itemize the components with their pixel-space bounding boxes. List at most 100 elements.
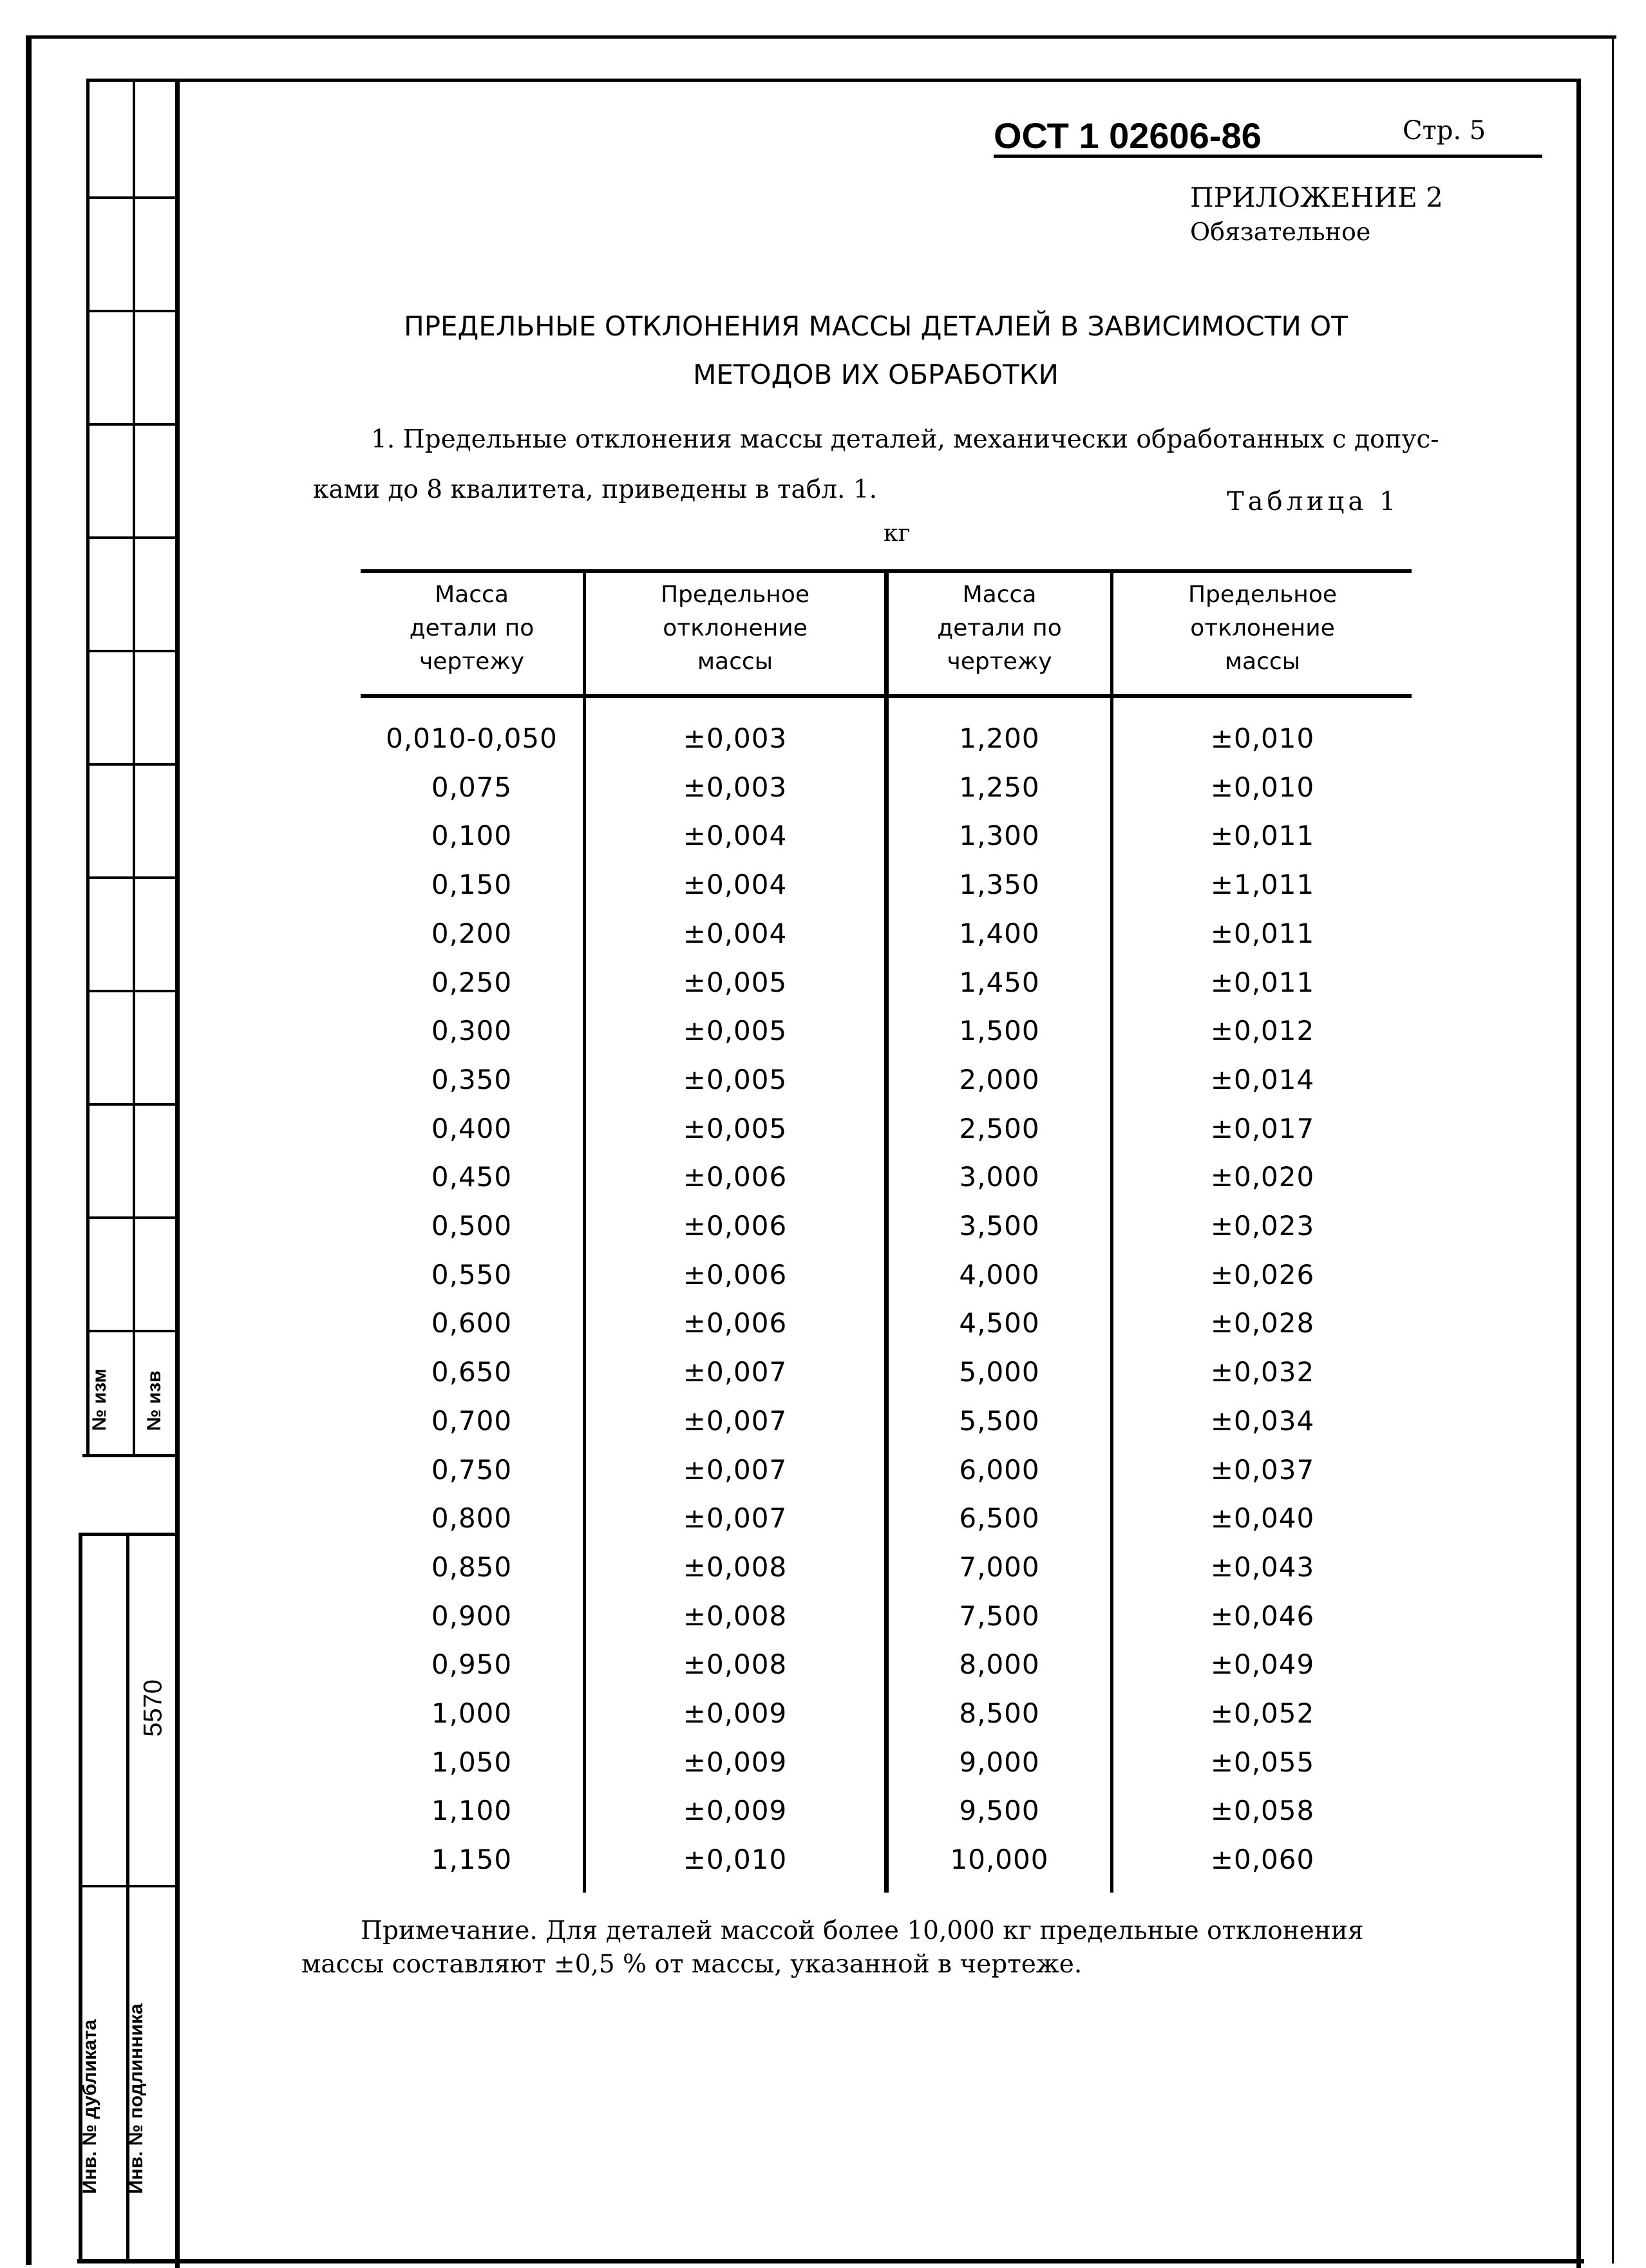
table-cell-right-dev: ±0,037 <box>1210 1453 1315 1486</box>
inner-frame-right <box>1576 79 1581 2268</box>
note-line2: массы составляют ±0,5 % от массы, указан… <box>301 1950 1083 1979</box>
strip-line <box>86 650 179 652</box>
table-col-divider <box>1110 569 1113 1893</box>
table-cell-left-mass: 0,400 <box>431 1112 513 1144</box>
table-cell-right-mass: 5,500 <box>959 1404 1040 1437</box>
table-cell-left-mass: 0,800 <box>431 1502 513 1535</box>
table-cell-left-dev: ±0,005 <box>683 1015 788 1047</box>
table-cell-left-mass: 0,150 <box>431 869 513 901</box>
table-cell-left-dev: ±0,004 <box>683 869 788 901</box>
header-text: Масса детали по чертежу <box>409 581 534 675</box>
table-cell-left-dev: ±0,008 <box>683 1551 788 1583</box>
table-cell-right-dev: ±0,010 <box>1210 771 1315 803</box>
inner-frame-top <box>86 79 1580 82</box>
table-cell-right-mass: 9,000 <box>959 1746 1040 1778</box>
table-cell-right-mass: 4,500 <box>959 1307 1040 1339</box>
table-cell-left-dev: ±0,005 <box>683 1063 788 1095</box>
table-cell-right-mass: 1,250 <box>959 771 1040 803</box>
table-cell-left-mass: 0,550 <box>431 1258 513 1290</box>
strip-line <box>86 876 179 879</box>
table-cell-right-dev: ±0,011 <box>1210 966 1315 998</box>
table-cell-left-mass: 0,750 <box>431 1453 513 1486</box>
table-cell-right-dev: ±0,011 <box>1210 917 1315 949</box>
table-cell-left-mass: 0,100 <box>431 820 513 852</box>
strip-line <box>126 1533 129 2263</box>
table-cell-left-dev: ±0,004 <box>683 820 788 852</box>
inner-frame-bottom <box>77 2259 1584 2263</box>
header-dev-1: Предельное отклонение массы <box>586 578 884 679</box>
table-cell-left-dev: ±0,003 <box>683 723 788 754</box>
appendix-status: Обязательное <box>1190 218 1371 246</box>
table-cell-right-mass: 6,000 <box>959 1453 1040 1486</box>
table-cell-left-mass: 0,075 <box>431 771 513 803</box>
strip-line <box>79 1533 82 2263</box>
table-cell-right-mass: 2,000 <box>959 1063 1040 1095</box>
paragraph-line2: ками до 8 квалитета, приведены в табл. 1… <box>313 475 878 504</box>
strip-line <box>82 1454 179 1457</box>
header-dev-2: Предельное отклонение массы <box>1113 578 1412 679</box>
table-cell-right-mass: 1,350 <box>959 869 1040 901</box>
doc-number: ОСТ 1 02606-86 <box>994 115 1262 156</box>
table-cell-right-dev: ±0,058 <box>1210 1795 1315 1827</box>
table-cell-right-mass: 3,000 <box>959 1161 1040 1193</box>
strip-line <box>80 1885 179 1887</box>
dup-inv-label: Инв. № дубликата <box>79 2019 100 2194</box>
table-cell-left-mass: 0,700 <box>431 1404 513 1437</box>
table-cell-right-mass: 1,400 <box>959 917 1040 949</box>
table-cell-left-dev: ±0,006 <box>683 1161 788 1193</box>
orig-inv-value: 5570 <box>138 1679 167 1737</box>
table-cell-right-mass: 5,000 <box>959 1356 1040 1388</box>
table-unit: кг <box>884 520 911 547</box>
table-cell-left-mass: 0,600 <box>431 1307 513 1339</box>
section-title-line1: ПРЕДЕЛЬНЫЕ ОТКЛОНЕНИЯ МАССЫ ДЕТАЛЕЙ В ЗА… <box>404 310 1348 342</box>
paragraph-line1: 1. Предельные отклонения массы деталей, … <box>371 425 1439 454</box>
page-number: Стр. 5 <box>1403 116 1486 146</box>
change-no-label: № изм <box>89 1368 110 1431</box>
table-cell-left-mass: 1,050 <box>431 1746 513 1778</box>
table-cell-left-mass: 0,650 <box>431 1356 513 1388</box>
table-cell-left-dev: ±0,007 <box>683 1502 788 1535</box>
table-cell-right-mass: 7,000 <box>959 1551 1040 1583</box>
table-cell-left-mass: 0,900 <box>431 1600 513 1632</box>
table-cell-left-dev: ±0,009 <box>683 1795 788 1827</box>
table-cell-right-dev: ±0,040 <box>1210 1502 1315 1535</box>
table-cell-left-mass: 1,100 <box>431 1795 513 1827</box>
table-cell-left-mass: 0,200 <box>431 917 513 949</box>
table-cell-left-dev: ±0,005 <box>683 966 788 998</box>
note-line1: Примечание. Для деталей массой более 10,… <box>361 1916 1364 1945</box>
table-cell-left-dev: ±0,006 <box>683 1307 788 1339</box>
table-cell-right-dev: ±0,043 <box>1210 1551 1315 1583</box>
table-cell-left-mass: 0,010-0,050 <box>386 723 558 754</box>
table-cell-left-mass: 0,450 <box>431 1161 513 1193</box>
table-cell-left-dev: ±0,007 <box>683 1453 788 1486</box>
table-cell-right-dev: ±0,049 <box>1210 1649 1315 1681</box>
header-text: Масса детали по чертежу <box>937 581 1062 675</box>
table-cell-right-mass: 1,450 <box>959 966 1040 998</box>
table-cell-left-mass: 0,850 <box>431 1551 513 1583</box>
orig-inv-label: Инв. № подлинника <box>126 2003 147 2194</box>
table-cell-right-dev: ±0,026 <box>1210 1258 1315 1290</box>
table-cell-left-mass: 0,350 <box>431 1063 513 1095</box>
appendix-title: ПРИЛОЖЕНИЕ 2 <box>1190 182 1443 213</box>
strip-line <box>86 1103 179 1106</box>
table-cell-right-dev: ±0,046 <box>1210 1600 1315 1632</box>
table-cell-right-dev: ±0,014 <box>1210 1063 1315 1095</box>
table-cell-left-dev: ±0,006 <box>683 1258 788 1290</box>
table-cell-left-dev: ±0,010 <box>683 1844 788 1876</box>
table-cell-right-mass: 8,000 <box>959 1649 1040 1681</box>
header-mass-1: Масса детали по чертежу <box>361 578 583 679</box>
table-cell-right-mass: 10,000 <box>950 1844 1049 1876</box>
table-cell-left-dev: ±0,007 <box>683 1356 788 1388</box>
table-cell-right-dev: ±0,010 <box>1210 723 1315 754</box>
table-cell-right-mass: 1,200 <box>959 723 1040 754</box>
outer-frame-right <box>1612 35 1614 2263</box>
table-cell-right-mass: 2,500 <box>959 1112 1040 1144</box>
inner-frame-left <box>175 79 180 2268</box>
strip-line <box>86 990 179 992</box>
table-cell-left-mass: 0,300 <box>431 1015 513 1047</box>
table-cell-left-dev: ±0,005 <box>683 1112 788 1144</box>
table-col-divider <box>583 569 586 1893</box>
table-cell-left-dev: ±0,009 <box>683 1697 788 1729</box>
table-cell-left-mass: 1,000 <box>431 1697 513 1729</box>
strip-line <box>86 196 179 199</box>
